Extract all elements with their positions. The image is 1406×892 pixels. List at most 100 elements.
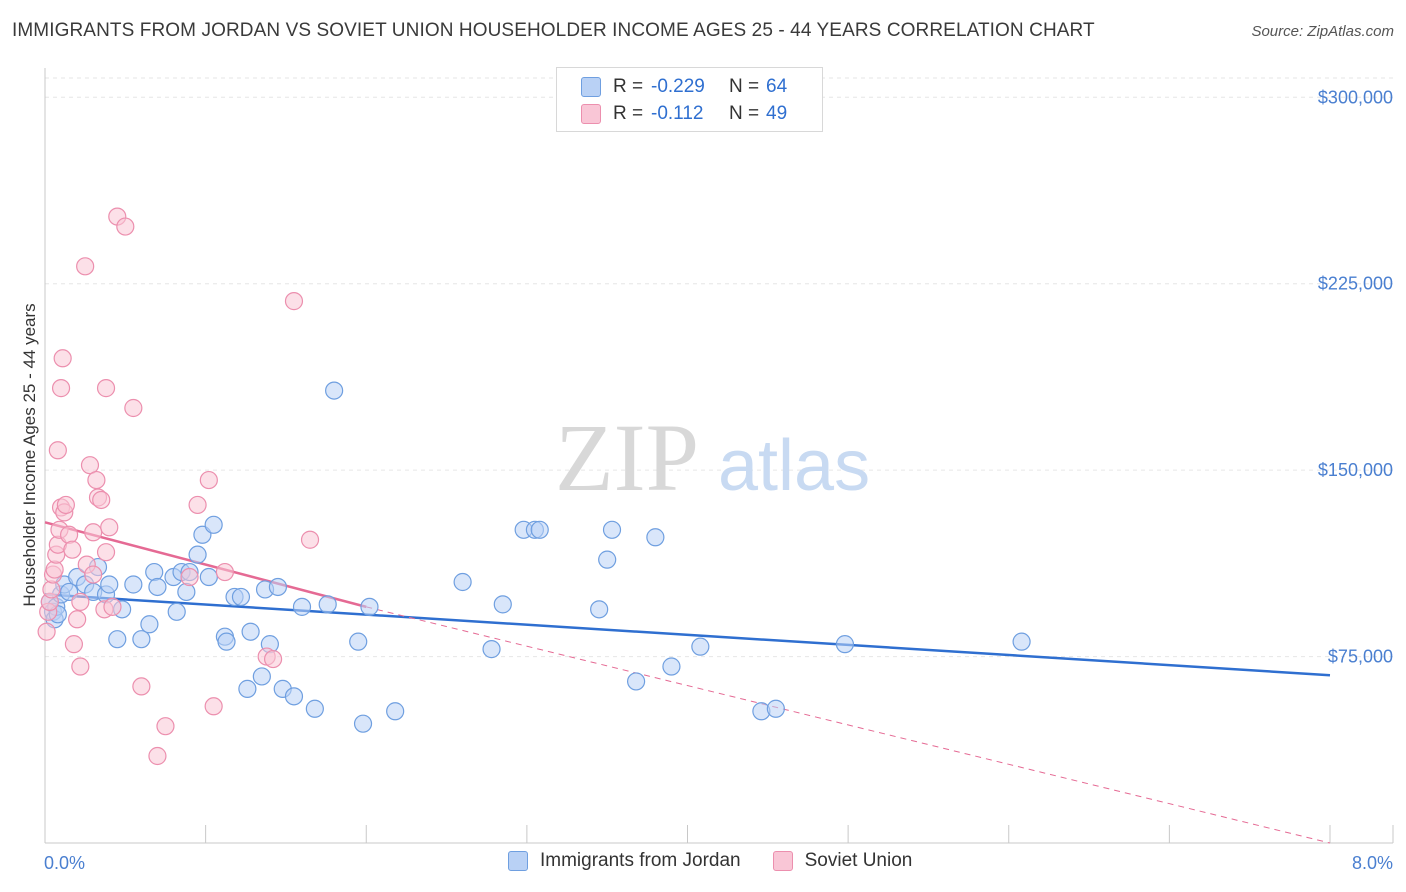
- trend-lines: [44, 521, 1331, 844]
- point-jordan: [167, 602, 186, 621]
- point-jordan: [204, 515, 223, 534]
- legend-r-label: R =: [613, 103, 644, 124]
- legend-label-jordan: Immigrants from Jordan: [540, 850, 741, 871]
- point-jordan: [590, 600, 609, 619]
- point-jordan: [231, 587, 251, 607]
- point-jordan: [453, 572, 472, 592]
- point-soviet: [263, 649, 283, 669]
- point-jordan: [177, 582, 196, 602]
- point-soviet: [284, 292, 304, 311]
- legend-r-value: -0.112: [651, 103, 704, 124]
- point-jordan: [353, 714, 373, 733]
- point-soviet: [87, 470, 106, 490]
- point-jordan: [252, 667, 271, 686]
- trend-line-soviet: [366, 606, 1331, 844]
- point-jordan: [386, 702, 405, 721]
- legend-label-soviet: Soviet Union: [804, 850, 913, 871]
- point-soviet: [64, 635, 84, 654]
- point-soviet: [63, 540, 82, 559]
- point-soviet: [45, 560, 64, 579]
- legend-r-label: R =: [613, 76, 644, 97]
- legend-swatch-jordan: [508, 851, 528, 871]
- watermark-zip: ZIP: [555, 404, 699, 511]
- point-soviet: [103, 597, 122, 616]
- point-soviet: [48, 441, 67, 460]
- x-tick-max: 8.0%: [1352, 853, 1393, 873]
- point-soviet: [56, 495, 75, 515]
- point-jordan: [360, 597, 379, 616]
- point-soviet: [199, 470, 218, 490]
- legend-n-label: N =: [729, 76, 760, 97]
- point-jordan: [284, 687, 304, 706]
- point-soviet: [116, 217, 135, 236]
- point-soviet: [51, 379, 71, 398]
- point-soviet: [96, 543, 116, 562]
- point-jordan: [132, 630, 151, 649]
- point-jordan: [349, 632, 368, 651]
- point-jordan: [217, 632, 236, 651]
- point-jordan: [766, 699, 785, 718]
- x-tick-min: 0.0%: [44, 853, 85, 873]
- legend-swatch-soviet: [772, 851, 793, 871]
- point-jordan: [325, 381, 344, 400]
- point-soviet: [156, 717, 175, 736]
- legend-swatch-jordan: [581, 77, 601, 97]
- point-soviet: [84, 523, 103, 542]
- point-jordan: [598, 550, 617, 569]
- point-soviet: [76, 257, 95, 276]
- series-legend: Immigrants from Jordan Soviet Union: [508, 850, 944, 872]
- legend-item-soviet[interactable]: Soviet Union: [772, 850, 913, 872]
- data-points: [37, 207, 1031, 766]
- legend-n-value: 64: [766, 76, 788, 97]
- legend-n-value: 49: [766, 103, 788, 124]
- point-jordan: [148, 577, 167, 597]
- point-soviet: [132, 677, 151, 696]
- point-jordan: [199, 567, 218, 587]
- point-soviet: [100, 518, 119, 537]
- point-jordan: [188, 545, 207, 564]
- point-jordan: [108, 630, 127, 649]
- point-jordan: [268, 577, 288, 597]
- point-soviet: [92, 490, 111, 510]
- point-jordan: [662, 657, 681, 676]
- point-soviet: [300, 530, 320, 549]
- point-soviet: [53, 349, 72, 368]
- trend-line-jordan: [44, 593, 1331, 677]
- y-tick-label: $300,000: [1318, 87, 1393, 107]
- y-tick-label: $225,000: [1318, 274, 1393, 294]
- point-jordan: [140, 615, 159, 634]
- point-soviet: [124, 398, 143, 418]
- legend-item-jordan[interactable]: Immigrants from Jordan: [508, 850, 741, 872]
- point-jordan: [493, 595, 512, 614]
- source-label: Source: ZipAtlas.com: [1251, 23, 1394, 40]
- point-jordan: [530, 520, 549, 539]
- legend-n-label: N =: [729, 103, 760, 124]
- point-jordan: [292, 597, 312, 616]
- point-soviet: [68, 610, 87, 629]
- legend-r-value: -0.229: [651, 76, 705, 97]
- grid-lines: [45, 77, 1393, 658]
- point-soviet: [215, 562, 234, 582]
- point-soviet: [204, 697, 223, 716]
- point-jordan: [145, 562, 164, 582]
- y-tick-label: $150,000: [1318, 460, 1393, 480]
- stats-legend: R = -0.229 N = 64 R = -0.112 N = 49: [556, 67, 823, 132]
- point-soviet: [96, 379, 116, 398]
- legend-swatch-soviet: [581, 104, 601, 124]
- point-soviet: [84, 565, 103, 584]
- point-soviet: [180, 567, 199, 587]
- point-jordan: [100, 575, 119, 594]
- point-jordan: [646, 528, 665, 547]
- point-jordan: [602, 520, 622, 539]
- point-soviet: [42, 580, 61, 599]
- point-jordan: [835, 635, 855, 654]
- point-jordan: [238, 679, 257, 698]
- point-soviet: [59, 525, 79, 544]
- point-soviet: [188, 495, 207, 515]
- point-jordan: [482, 640, 501, 659]
- point-jordan: [626, 672, 646, 691]
- point-soviet: [71, 592, 90, 611]
- y-axis-label: Householder Income Ages 25 - 44 years: [20, 303, 39, 606]
- legend-row-jordan: R = -0.229 N = 64: [581, 75, 787, 99]
